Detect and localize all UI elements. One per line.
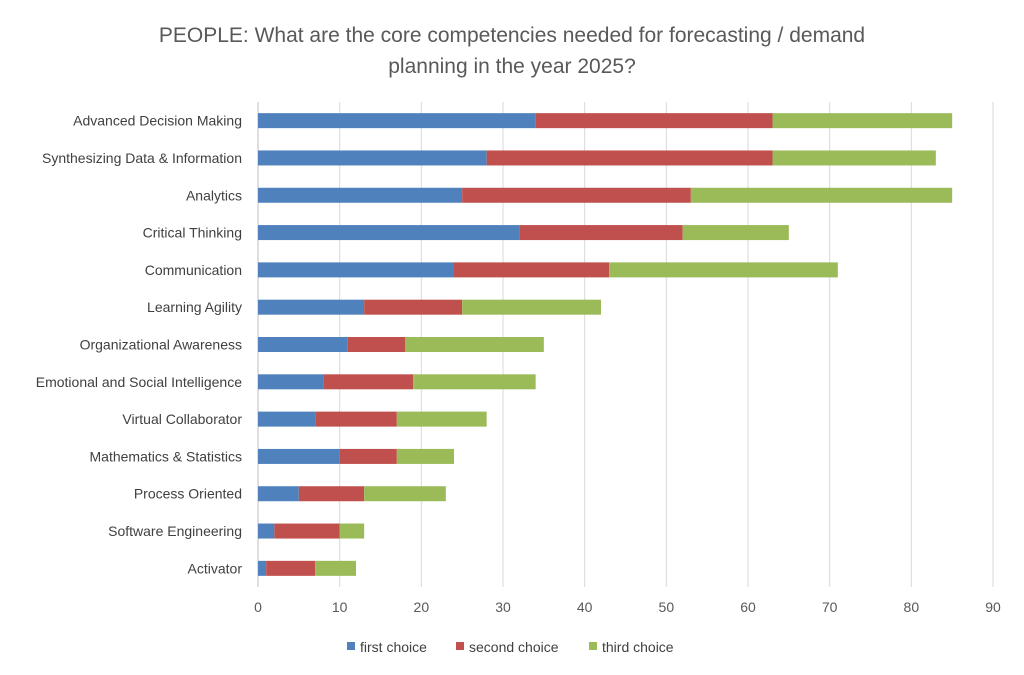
bar-second-choice	[298, 486, 365, 502]
legend-swatch	[456, 642, 464, 650]
bar-third-choice	[690, 187, 953, 203]
bar-third-choice	[396, 448, 454, 464]
x-tick-label: 60	[740, 599, 756, 615]
bar-third-choice	[682, 225, 789, 241]
bar-first-choice	[258, 150, 487, 166]
bar-first-choice	[258, 486, 299, 502]
legend-label: first choice	[360, 639, 427, 655]
x-tick-label: 50	[659, 599, 675, 615]
bar-second-choice	[454, 262, 610, 278]
bar-first-choice	[258, 262, 454, 278]
bar-second-choice	[339, 448, 397, 464]
bar-second-choice	[519, 225, 683, 241]
chart-title-line-1: PEOPLE: What are the core competencies n…	[159, 24, 865, 47]
legend-swatch	[347, 642, 355, 650]
bar-third-choice	[772, 150, 936, 166]
bar-third-choice	[364, 486, 446, 502]
bar-second-choice	[486, 150, 773, 166]
bar-third-choice	[405, 337, 544, 352]
category-label: Learning Agility	[147, 299, 242, 315]
bar-first-choice	[258, 299, 365, 315]
bar-third-choice	[315, 560, 356, 576]
x-tick-label: 80	[904, 599, 920, 615]
bar-first-choice	[258, 113, 536, 129]
bar-second-choice	[315, 411, 397, 427]
category-label: Software Engineering	[108, 523, 242, 539]
bar-first-choice	[258, 560, 267, 576]
bar-second-choice	[323, 374, 414, 390]
bar-third-choice	[339, 523, 365, 539]
bar-second-choice	[364, 299, 463, 315]
category-label: Emotional and Social Intelligence	[36, 374, 242, 390]
x-tick-label: 30	[495, 599, 511, 615]
bar-first-choice	[258, 225, 520, 241]
bar-third-choice	[772, 113, 953, 129]
x-tick-label: 10	[332, 599, 348, 615]
x-tick-label: 20	[414, 599, 430, 615]
category-label: Analytics	[186, 187, 242, 203]
bar-third-choice	[609, 262, 838, 278]
bar-second-choice	[274, 523, 340, 539]
bar-second-choice	[347, 337, 405, 352]
category-label: Virtual Collaborator	[122, 411, 242, 427]
x-tick-label: 70	[822, 599, 838, 615]
category-label: Mathematics & Statistics	[90, 448, 243, 464]
category-label: Activator	[188, 560, 243, 576]
bar-first-choice	[258, 523, 275, 539]
x-tick-label: 90	[985, 599, 1001, 615]
legend-label: third choice	[602, 639, 674, 655]
category-label: Process Oriented	[134, 486, 242, 502]
bar-third-choice	[413, 374, 536, 390]
category-label: Organizational Awareness	[80, 337, 242, 353]
bar-first-choice	[258, 337, 348, 352]
legend-label: second choice	[469, 639, 559, 655]
category-label: Synthesizing Data & Information	[42, 150, 242, 166]
bar-first-choice	[258, 448, 340, 464]
bar-first-choice	[258, 411, 316, 427]
x-tick-label: 0	[254, 599, 262, 615]
bar-second-choice	[535, 113, 773, 129]
bar-first-choice	[258, 374, 324, 390]
chart-title-line-2: planning in the year 2025?	[388, 55, 636, 78]
bar-third-choice	[462, 299, 601, 315]
category-label: Communication	[145, 262, 242, 278]
bar-second-choice	[462, 187, 691, 203]
x-tick-label: 40	[577, 599, 593, 615]
bar-third-choice	[396, 411, 487, 427]
bar-first-choice	[258, 187, 463, 203]
legend-swatch	[589, 642, 597, 650]
category-label: Critical Thinking	[143, 225, 242, 241]
category-label: Advanced Decision Making	[73, 113, 242, 129]
bar-second-choice	[266, 560, 316, 576]
